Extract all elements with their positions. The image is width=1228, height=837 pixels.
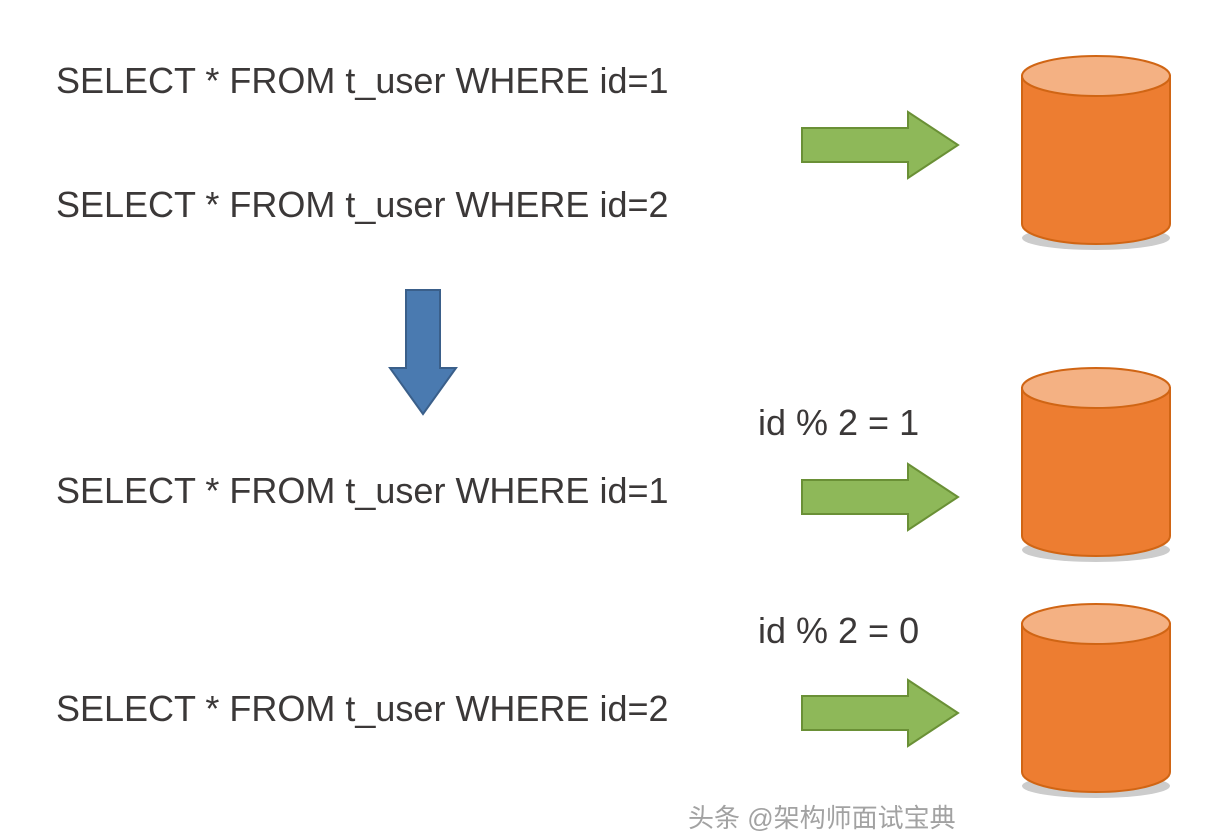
sql-query-2: SELECT * FROM t_user WHERE id=2 <box>56 184 669 226</box>
arrow-down-icon <box>388 288 458 416</box>
mod-label-1: id % 2 = 1 <box>758 402 919 444</box>
sql-query-1: SELECT * FROM t_user WHERE id=1 <box>56 60 669 102</box>
mod-label-0: id % 2 = 0 <box>758 610 919 652</box>
arrow-right-icon <box>800 110 960 180</box>
sql-query-3: SELECT * FROM t_user WHERE id=1 <box>56 470 669 512</box>
database-icon <box>1016 364 1176 564</box>
arrow-right-icon <box>800 462 960 532</box>
database-icon <box>1016 52 1176 252</box>
arrow-right-icon <box>800 678 960 748</box>
watermark-text: 头条 @架构师面试宝典 <box>688 798 956 835</box>
sql-query-4: SELECT * FROM t_user WHERE id=2 <box>56 688 669 730</box>
database-icon <box>1016 600 1176 800</box>
